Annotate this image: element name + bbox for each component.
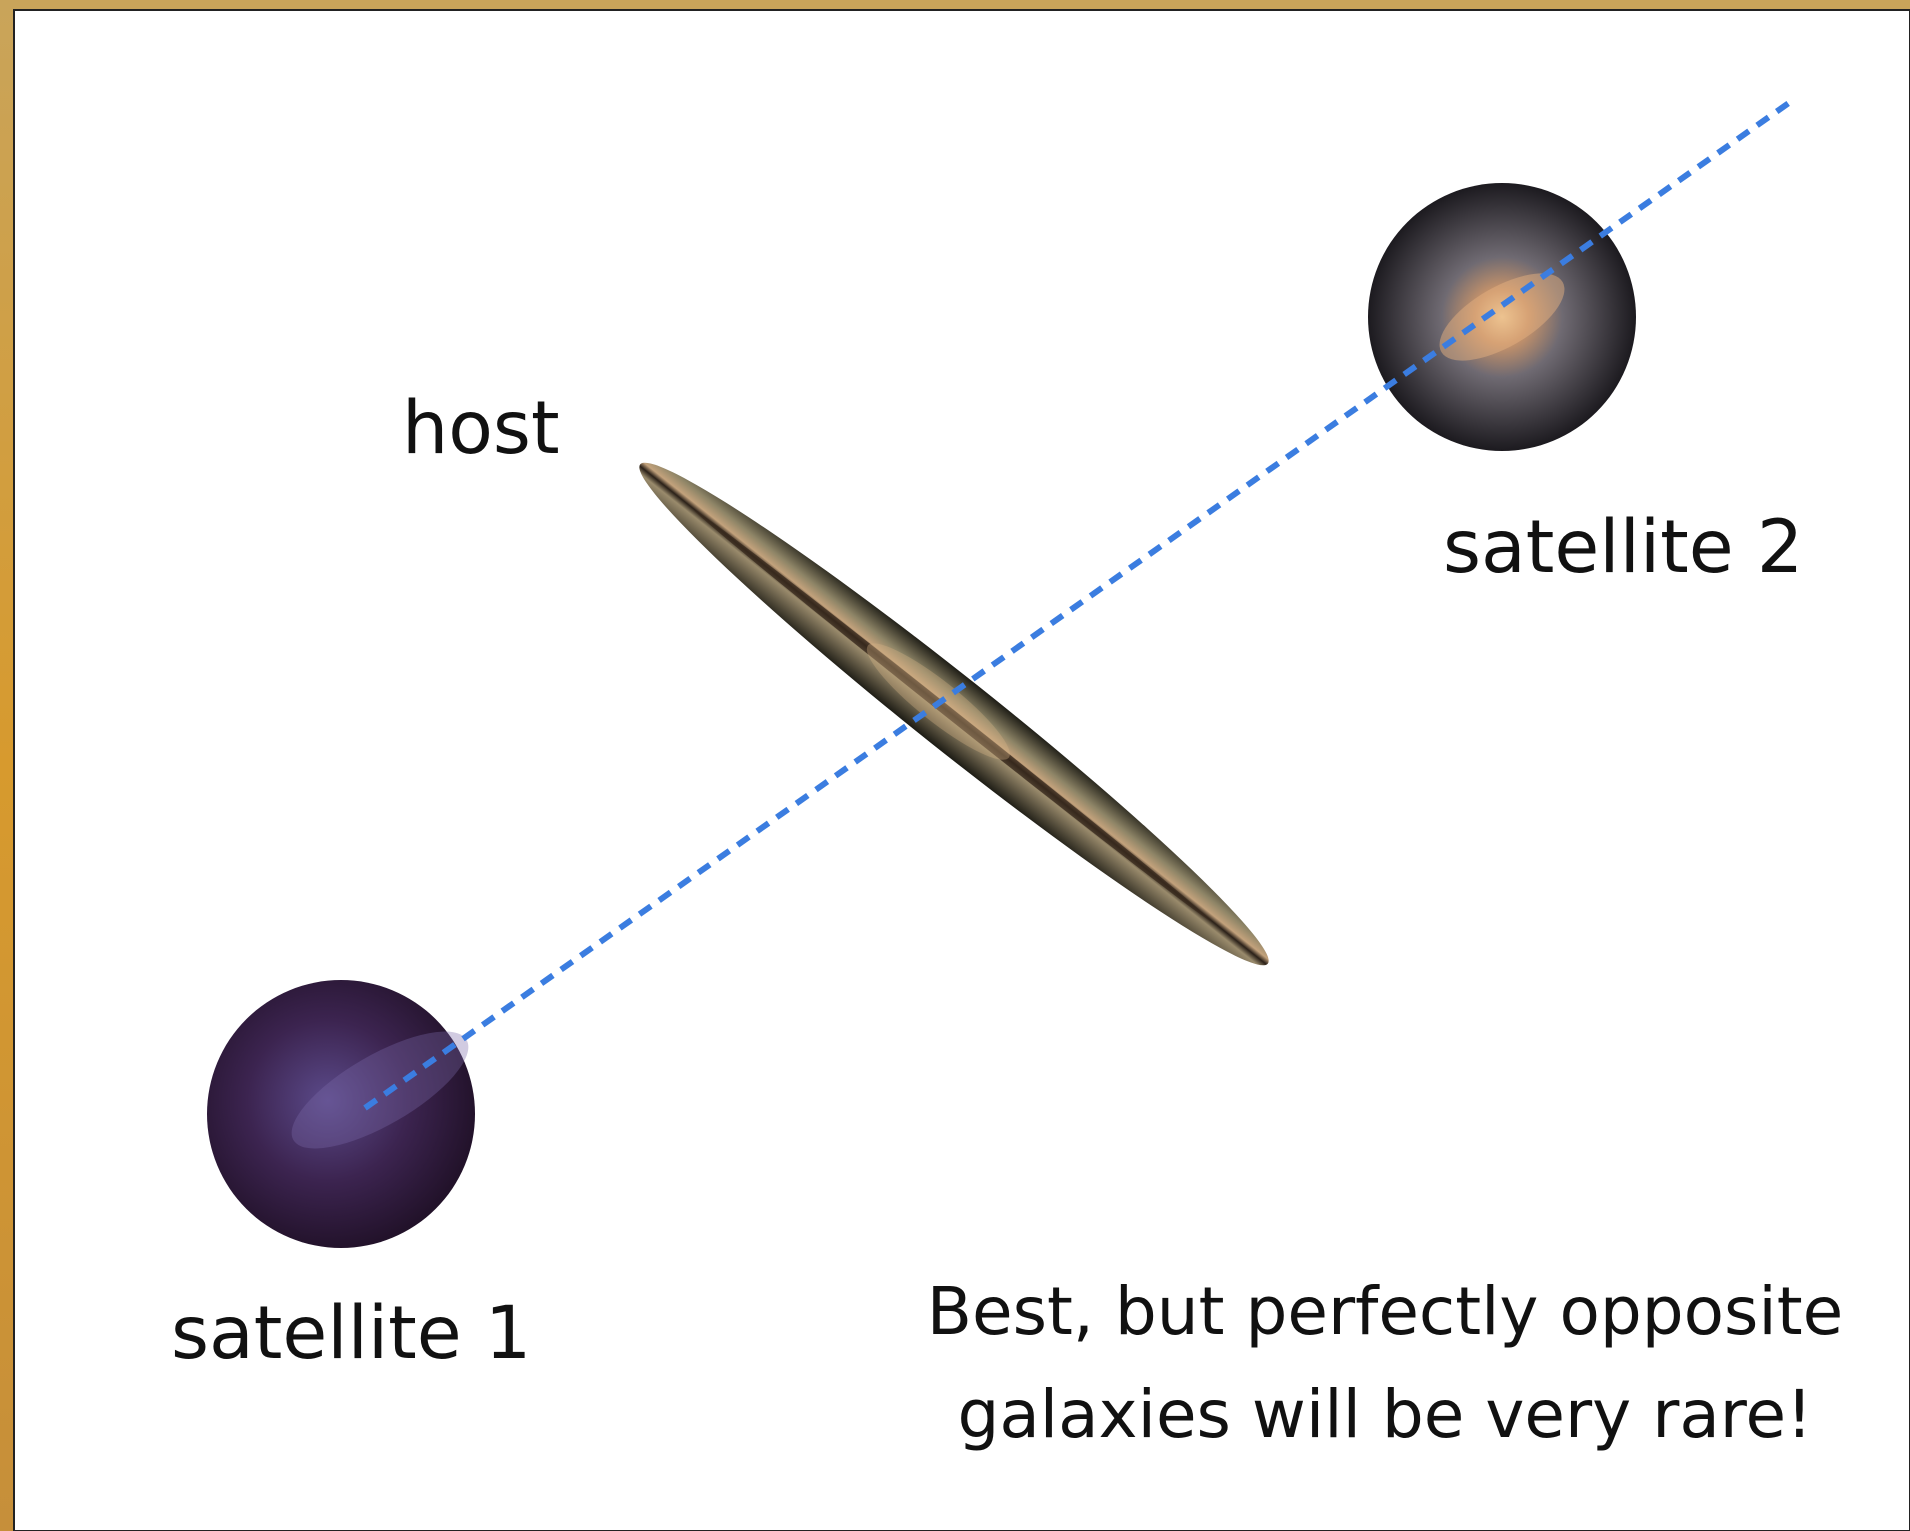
host-label: host <box>402 386 560 471</box>
slide: host satellite 2 satellite 1 Best, but p… <box>0 0 1910 1531</box>
satellite-2-galaxy <box>1368 183 1636 451</box>
satellite-2-label: satellite 2 <box>1443 505 1803 590</box>
caption-line: galaxies will be very rare! <box>957 1376 1812 1453</box>
caption-line: Best, but perfectly opposite <box>927 1273 1843 1350</box>
satellite-1-label: satellite 1 <box>171 1291 531 1376</box>
page: host satellite 2 satellite 1 Best, but p… <box>0 0 1910 1531</box>
